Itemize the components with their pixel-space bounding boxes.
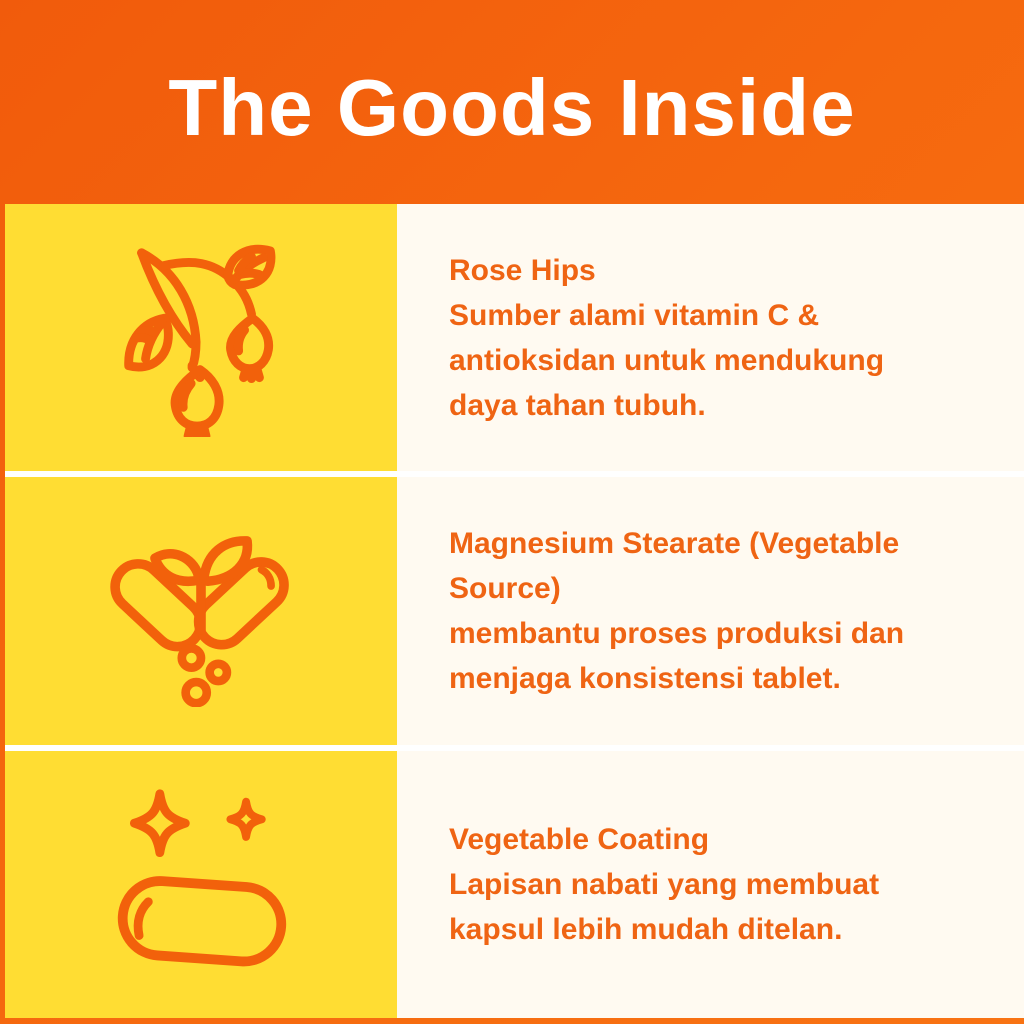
ingredient-row: Magnesium Stearate (Vegetable Source) me…	[5, 477, 1024, 745]
rose-hips-icon	[124, 244, 276, 437]
content: Rose Hips Sumber alami vitamin C & antio…	[5, 204, 1024, 1018]
ingredient-heading: Magnesium Stearate (Vegetable Source)	[449, 526, 900, 605]
page-title: The Goods Inside	[168, 63, 856, 152]
ingredient-description: membantu proses produksi dan menjaga kon…	[449, 616, 905, 695]
icon-cell	[5, 477, 397, 745]
sparkling-capsule-icon	[117, 789, 287, 967]
text-cell: Rose Hips Sumber alami vitamin C & antio…	[397, 204, 1024, 472]
text-cell: Magnesium Stearate (Vegetable Source) me…	[397, 477, 1024, 745]
row-divider	[5, 471, 1024, 478]
ingredient-row: Rose Hips Sumber alami vitamin C & antio…	[5, 204, 1024, 472]
ingredient-row: Vegetable Coating Lapisan nabati yang me…	[5, 750, 1024, 1018]
ingredient-heading: Vegetable Coating	[449, 822, 710, 856]
ingredient-description: Lapisan nabati yang membuat kapsul lebih…	[449, 867, 880, 946]
text-cell: Vegetable Coating Lapisan nabati yang me…	[397, 750, 1024, 1018]
ingredient-heading: Rose Hips	[449, 253, 596, 287]
ingredient-description: Sumber alami vitamin C & antioksidan unt…	[449, 298, 885, 422]
header-banner: The Goods Inside	[0, 0, 1024, 204]
capsules-sprout-icon	[110, 536, 289, 707]
row-divider	[5, 744, 1024, 751]
icon-cell	[5, 204, 397, 472]
icon-cell	[5, 750, 397, 1018]
